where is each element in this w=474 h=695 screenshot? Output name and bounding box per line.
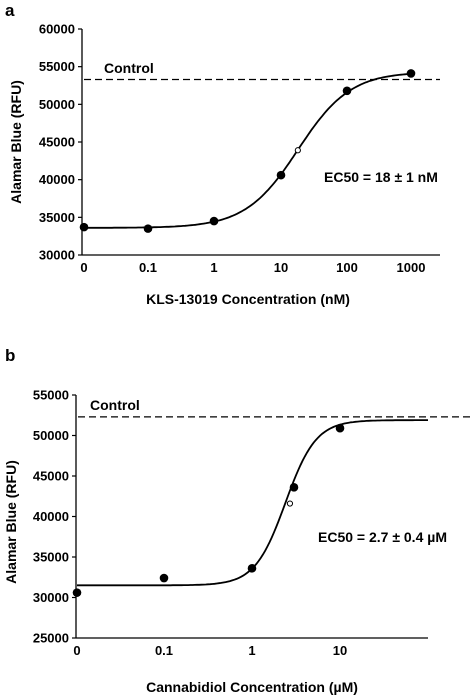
panel-a-y-tick-label: 45000 — [39, 135, 75, 150]
panel-b-y-tick-label: 25000 — [33, 631, 69, 646]
panel-b-data-point — [247, 564, 257, 573]
panel-a-y-axis-title: Alamar Blue (RFU) — [8, 80, 24, 204]
panel-a-x-tick-label: 1 — [210, 260, 217, 275]
panel-b-x-tick-label: 1 — [248, 643, 255, 658]
panel-b-fit-curve — [77, 419, 428, 587]
panel-b-data-point — [72, 588, 82, 597]
panel-a-y-tick-label: 40000 — [39, 172, 75, 187]
panel-b-y-tick-label: 40000 — [33, 509, 69, 524]
panel-a-x-tick-label: 0 — [80, 260, 87, 275]
panel-b-data-point — [289, 483, 299, 492]
panel-b-ec50-annotation: EC50 = 2.7 ± 0.4 µM — [318, 529, 447, 545]
panel-b-y-tick-label: 30000 — [33, 590, 69, 605]
panel-a: a Alamar Blue (RFU) KLS-13019 Concentrat… — [5, 1, 440, 307]
panel-a-data-point — [143, 224, 153, 233]
panel-a-data-point — [342, 86, 352, 96]
panel-b-x-tick-label: 0 — [73, 643, 80, 658]
panel-a-y-tick-label: 50000 — [39, 97, 75, 112]
panel-b-x-tick-label: 0.1 — [155, 643, 173, 658]
panel-a-letter: a — [5, 1, 15, 20]
panel-b-y-tick-label: 50000 — [33, 428, 69, 443]
panel-a-fit-curve — [84, 72, 412, 229]
panel-b-x-axis-title: Cannabidiol Concentration (µM) — [146, 679, 358, 695]
panel-b-ec50-marker — [286, 500, 294, 507]
panel-a-x-tick-label: 10 — [274, 260, 288, 275]
panel-a-data-point — [276, 170, 286, 180]
panel-a-x-tick-label: 100 — [336, 260, 358, 275]
panel-b-y-tick-label: 45000 — [33, 469, 69, 484]
panel-a-x-tick-label: 1000 — [397, 260, 426, 275]
panel-a-control-label: Control — [104, 60, 154, 76]
panel-b-data-point — [335, 423, 345, 433]
panel-a-x-axis-title: KLS-13019 Concentration (nM) — [146, 291, 350, 307]
panel-a-data-point — [406, 69, 416, 78]
panel-a-y-tick-label: 60000 — [39, 22, 75, 37]
panel-b-control-label: Control — [90, 397, 140, 413]
panel-b-data-point — [159, 573, 169, 583]
panel-a-y-tick-label: 30000 — [39, 248, 75, 263]
panel-b-y-tick-label: 35000 — [33, 550, 69, 565]
panel-b-y-tick-label: 55000 — [33, 388, 69, 403]
panel-b-x-tick-label: 10 — [333, 643, 347, 658]
panel-b: b Alamar Blue (RFU) Cannabidiol Concentr… — [3, 346, 472, 695]
panel-b-letter: b — [5, 346, 15, 365]
panel-b-y-axis-title: Alamar Blue (RFU) — [3, 460, 19, 584]
panel-a-y-tick-label: 55000 — [39, 59, 75, 74]
panel-a-ec50-marker — [294, 147, 301, 154]
panel-a-ec50-annotation: EC50 = 18 ± 1 nM — [324, 169, 438, 185]
panel-a-x-tick-label: 0.1 — [139, 260, 157, 275]
panel-a-y-tick-label: 35000 — [39, 210, 75, 225]
panel-a-data-point — [79, 222, 89, 232]
panel-a-data-point — [209, 216, 219, 226]
